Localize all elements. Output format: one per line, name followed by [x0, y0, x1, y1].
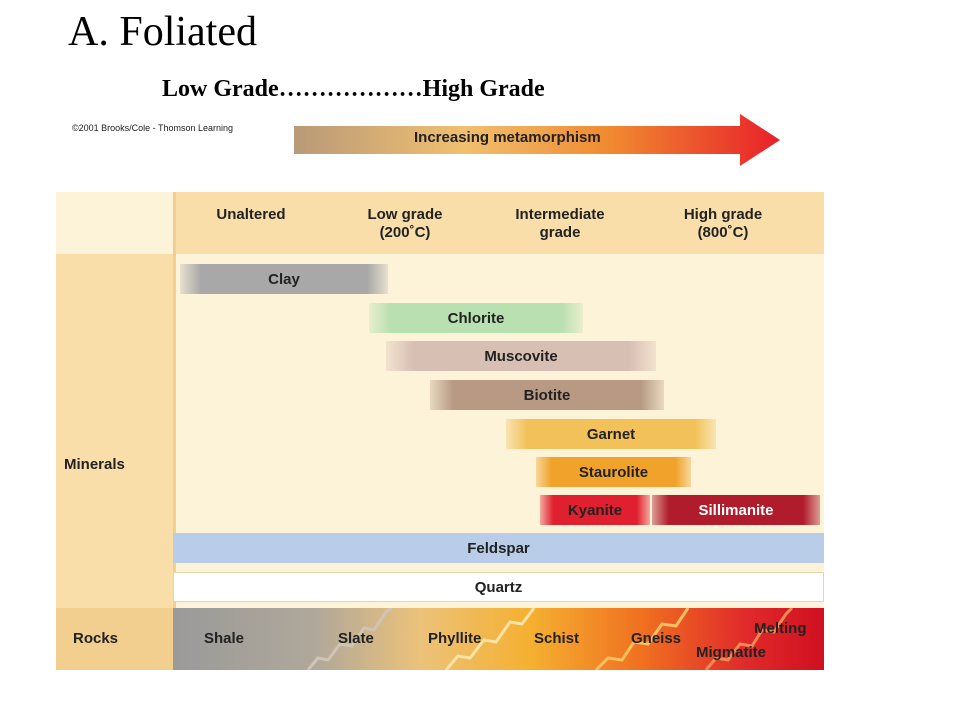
slide-title: A. Foliated	[68, 9, 257, 55]
grade-header: Unaltered Low grade (200˚C) Intermediate g…	[173, 192, 824, 254]
minerals-label: Minerals	[64, 456, 125, 473]
mineral-bar-feldspar: Feldspar	[173, 533, 824, 563]
arrow-label: Increasing metamorphism	[414, 129, 601, 146]
mineral-bar-garnet: Garnet	[506, 419, 716, 449]
rock-phyllite: Phyllite	[428, 630, 482, 647]
column-divider	[173, 192, 176, 670]
rocks-label: Rocks	[73, 630, 119, 647]
rock-melting: Melting	[754, 620, 807, 637]
rock-shale: Shale	[204, 630, 245, 647]
grade-subtitle: Low Grade………………High Grade	[162, 76, 545, 102]
mineral-bar-muscovite: Muscovite	[386, 341, 656, 371]
copyright-notice: ©2001 Brooks/Cole - Thomson Learning	[72, 123, 234, 133]
metamorphism-arrow: Increasing metamorphism	[294, 112, 784, 168]
column-intermediate-grade: Intermediate grade	[515, 206, 605, 241]
mineral-bar-biotite: Biotite	[430, 380, 664, 410]
metamorphism-chart: Unaltered Low grade (200˚C) Intermediate g…	[56, 192, 824, 670]
mineral-bar-kyanite: Kyanite	[540, 495, 650, 525]
rock-schist: Schist	[534, 630, 580, 647]
rock-migmatite: Migmatite	[696, 644, 767, 661]
column-high-grade: High grade (800˚C)	[683, 206, 763, 241]
rocks-row: Rocks Shale Slate Phyllite Schist Gneiss…	[56, 608, 824, 670]
minerals-label-column	[56, 254, 173, 608]
mineral-bar-chlorite: Chlorite	[369, 303, 583, 333]
column-low-grade: Low grade (200˚C)	[367, 206, 443, 241]
mineral-bar-sillimanite: Sillimanite	[652, 495, 820, 525]
mineral-bar-clay: Clay	[180, 264, 388, 294]
rock-slate: Slate	[338, 630, 374, 647]
mineral-bar-quartz: Quartz	[173, 572, 824, 602]
mineral-bar-staurolite: Staurolite	[536, 457, 691, 487]
column-unaltered: Unaltered	[216, 206, 286, 223]
rock-gneiss: Gneiss	[631, 630, 682, 647]
